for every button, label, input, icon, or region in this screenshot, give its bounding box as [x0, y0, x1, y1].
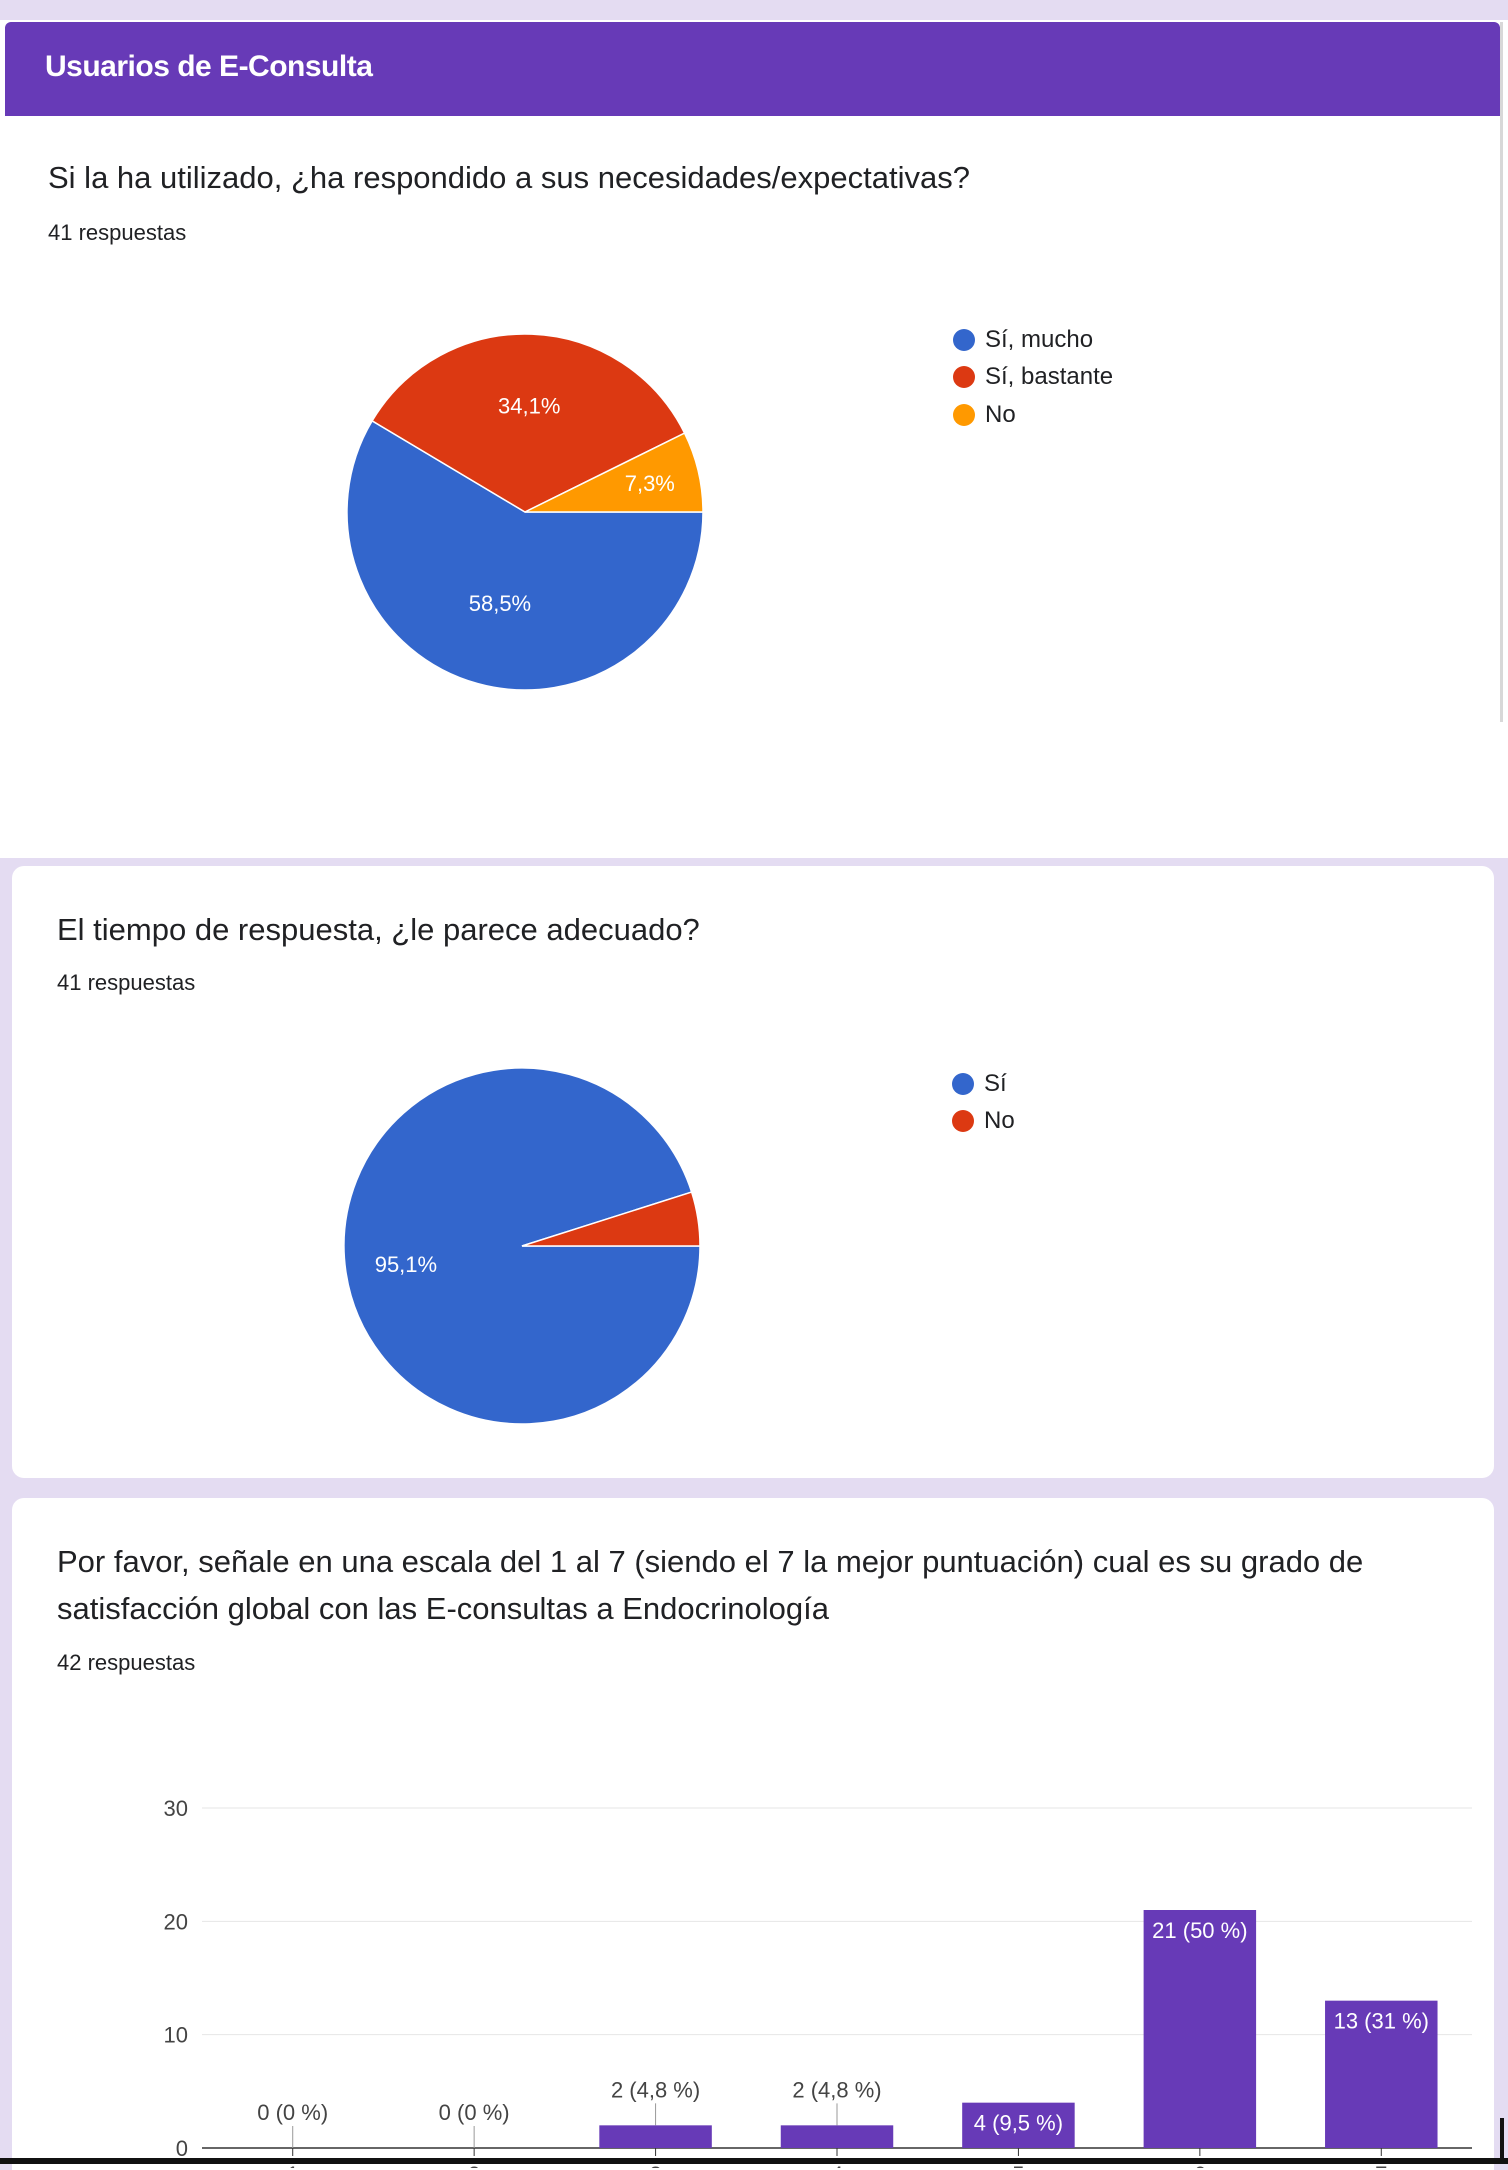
x-tick-label: 4	[831, 2162, 843, 2168]
bar-data-label: 4 (9,5 %)	[974, 2111, 1063, 2136]
section-title: Usuarios de E-Consulta	[45, 50, 373, 83]
legend-label: No	[984, 1107, 1015, 1134]
legend-dot-icon	[952, 1073, 974, 1095]
bar-chart-satisfaction: 0 10 20 30 1 0 (0 %) 2 0 (0 %) 3 2 (4,8 %) 4 2 (4,8…	[164, 1796, 1472, 2168]
legend-dot-icon	[953, 404, 975, 426]
legend-dot-icon	[953, 329, 975, 351]
bar-data-label: 21 (50 %)	[1152, 1918, 1247, 1943]
pie-slice	[371, 333, 686, 513]
x-tick-label: 5	[1012, 2162, 1024, 2168]
question-title: El tiempo de respuesta, ¿le parece adecu…	[57, 912, 700, 947]
pie-slice-label: 58,5%	[469, 591, 531, 616]
legend-item-si-mucho: Sí, mucho	[953, 326, 1093, 354]
legend-item-si: Sí	[952, 1070, 1007, 1098]
legend-item-no: No	[953, 401, 1016, 429]
y-tick-label: 20	[164, 1909, 188, 1934]
question-card-2: El tiempo de respuesta, ¿le parece adecu…	[12, 866, 1494, 1478]
y-tick-label: 30	[164, 1796, 188, 1821]
legend-dot-icon	[953, 366, 975, 388]
legend-label: No	[985, 401, 1016, 428]
legend-item-si-bastante: Sí, bastante	[953, 363, 1113, 391]
section-header: Usuarios de E-Consulta	[5, 22, 1500, 116]
form-background: El tiempo de respuesta, ¿le parece adecu…	[0, 858, 1508, 2170]
x-tick-label: 1	[287, 2162, 299, 2168]
text-cursor	[1500, 2118, 1504, 2158]
legend-label: Sí, mucho	[985, 326, 1094, 353]
bar	[599, 2125, 712, 2148]
pie-slice-label: 34,1%	[498, 393, 560, 418]
response-count: 41 respuestas	[48, 220, 187, 245]
bar-data-label: 2 (4,8 %)	[611, 2077, 700, 2102]
pie-slice-label: 95,1%	[375, 1252, 437, 1277]
bar-data-label: 0 (0 %)	[257, 2100, 328, 2125]
x-tick-label: 2	[468, 2162, 480, 2168]
question-title-line-2: satisfacción global con las E-consultas …	[57, 1591, 830, 1626]
x-tick-label: 7	[1375, 2162, 1387, 2168]
y-tick-label: 10	[164, 2023, 188, 2048]
pie-slice	[346, 419, 704, 691]
legend-dot-icon	[952, 1110, 974, 1132]
question-title: Si la ha utilizado, ¿ha respondido a sus…	[48, 160, 970, 195]
legend-label: Sí, bastante	[985, 363, 1114, 390]
pie-slice	[521, 1191, 701, 1247]
top-strip	[0, 0, 1508, 20]
bar-data-label: 0 (0 %)	[439, 2100, 510, 2125]
bar	[1325, 2000, 1438, 2148]
y-tick-label: 0	[176, 2136, 188, 2161]
legend-label: Sí	[984, 1070, 1007, 1097]
question-title-line-1: Por favor, señale en una escala del 1 al…	[57, 1544, 1364, 1579]
pie-chart-needs: 58,5% 34,1% 7,3%	[346, 333, 704, 691]
question-card-3: Por favor, señale en una escala del 1 al…	[12, 1498, 1494, 2170]
bar	[780, 2125, 894, 2148]
x-tick-label: 6	[1194, 2162, 1206, 2168]
bottom-border	[0, 2158, 1508, 2164]
pie-chart-response-time: 95,1%	[343, 1067, 701, 1425]
response-count: 41 respuestas	[57, 970, 196, 995]
legend-item-no: No	[952, 1107, 1015, 1135]
x-tick-label: 3	[649, 2162, 661, 2168]
bar	[962, 2102, 1075, 2148]
question-card-1: Usuarios de E-Consulta Si la ha utilizad…	[5, 22, 1503, 722]
pie-slice-label: 7,3%	[625, 471, 675, 496]
bar-data-label: 2 (4,8 %)	[792, 2077, 881, 2102]
pie-slice	[524, 432, 704, 513]
bar	[1143, 1910, 1257, 2148]
response-count: 42 respuestas	[57, 1650, 196, 1675]
bar-data-label: 13 (31 %)	[1334, 2009, 1429, 2034]
